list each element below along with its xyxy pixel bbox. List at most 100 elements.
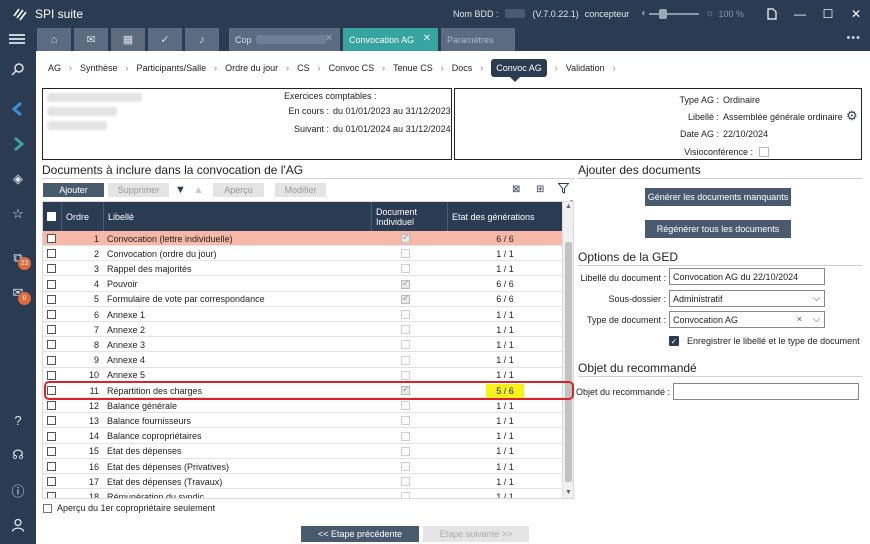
user-icon[interactable] xyxy=(8,515,28,535)
breadcrumb-item[interactable]: Convoc AG xyxy=(491,59,547,82)
help-icon[interactable]: ? xyxy=(14,412,22,428)
type-doc-select[interactable]: Convocation AG × ⌵ xyxy=(669,311,825,328)
row-checkbox[interactable] xyxy=(47,492,56,498)
breadcrumb-item[interactable]: CS xyxy=(297,63,310,73)
minimize-button[interactable]: — xyxy=(794,6,806,21)
delete-button[interactable]: Supprimer xyxy=(108,183,169,197)
row-checkbox[interactable] xyxy=(47,462,56,471)
close-tab-icon[interactable]: ✕ xyxy=(324,33,333,44)
preview-button[interactable]: Aperçu xyxy=(213,183,264,197)
col-etat-generations[interactable]: Etat des générations xyxy=(447,202,563,231)
row-checkbox[interactable] xyxy=(47,431,56,441)
row-checkbox[interactable] xyxy=(47,234,56,243)
excel-export-icon[interactable]: ⊠ xyxy=(512,184,521,195)
info-icon[interactable]: ⓘ xyxy=(11,483,25,499)
gear-icon[interactable]: ⚙ xyxy=(846,108,858,123)
arrow-right-icon[interactable] xyxy=(8,134,28,154)
tasks-icon[interactable]: ⧉ xyxy=(13,250,23,265)
sous-dossier-select[interactable]: Administratif ⌵ xyxy=(669,290,825,307)
breadcrumb-item[interactable]: AG xyxy=(48,63,62,73)
table-row[interactable]: 16 Etat des dépenses (Privatives) 1 / 1 xyxy=(43,459,563,474)
table-row[interactable]: 14 Balance copropriétaires 1 / 1 xyxy=(43,428,563,444)
col-document-individuel[interactable]: Document Individuel xyxy=(371,202,447,231)
breadcrumb-item[interactable]: Ordre du jour xyxy=(225,63,279,73)
add-column-icon[interactable]: ⊞ xyxy=(536,184,545,195)
move-up-icon[interactable]: ▲ xyxy=(193,184,204,196)
close-tab-icon[interactable]: ✕ xyxy=(422,33,431,44)
arrow-left-icon[interactable] xyxy=(8,99,28,119)
breadcrumb-item[interactable]: Synthèse xyxy=(80,63,118,73)
home-icon[interactable]: ⌂ xyxy=(37,28,71,51)
col-ordre[interactable]: Ordre xyxy=(61,202,103,231)
modify-button[interactable]: Modifier xyxy=(275,183,326,197)
menu-icon[interactable] xyxy=(9,32,25,46)
row-checkbox[interactable] xyxy=(47,294,56,304)
libelle-doc-input[interactable]: Convocation AG du 22/10/2024 xyxy=(669,268,825,285)
table-row[interactable]: 15 Etat des dépenses 1 / 1 xyxy=(43,443,563,459)
scroll-up-icon[interactable]: ▲ xyxy=(565,203,572,210)
table-row[interactable]: 3 Rappel des majorités 1 / 1 xyxy=(43,261,563,277)
save-libelle-checkbox[interactable]: ✓ xyxy=(669,336,679,346)
generate-missing-button[interactable]: Générer les documents manquants xyxy=(645,188,791,206)
table-row[interactable]: 13 Balance fournisseurs 1 / 1 xyxy=(43,413,563,429)
breadcrumb-item[interactable]: Validation xyxy=(565,63,605,73)
previous-step-button[interactable]: << Etape précédente xyxy=(301,526,419,542)
table-row[interactable]: 4 Pouvoir 6 / 6 xyxy=(43,276,563,292)
select-all-checkbox[interactable] xyxy=(47,212,56,221)
tab-parametres[interactable]: Paramètres xyxy=(441,28,515,51)
row-checkbox[interactable] xyxy=(47,279,56,289)
scroll-down-icon[interactable]: ▼ xyxy=(565,489,572,496)
clear-icon[interactable]: × xyxy=(796,314,802,324)
maximize-button[interactable]: ☐ xyxy=(822,6,834,21)
visio-checkbox[interactable] xyxy=(759,147,769,157)
table-row[interactable]: 2 Convocation (ordre du jour) 1 / 1 xyxy=(43,246,563,262)
row-checkbox[interactable] xyxy=(47,477,56,487)
table-row[interactable]: 17 Etat des dépenses (Travaux) 1 / 1 xyxy=(43,474,563,490)
table-scrollbar[interactable]: ▲ ▼ xyxy=(562,202,573,498)
row-checkbox[interactable] xyxy=(47,264,56,274)
star-icon[interactable]: ☆ xyxy=(12,206,24,221)
col-libelle[interactable]: Libellé xyxy=(103,202,371,231)
diamond-icon[interactable]: ◈ xyxy=(13,171,23,186)
breadcrumb-item[interactable]: Convoc CS xyxy=(328,63,375,73)
calendar-icon[interactable]: ▦ xyxy=(111,28,145,51)
row-checkbox[interactable] xyxy=(47,249,56,259)
row-checkbox[interactable] xyxy=(47,340,56,350)
breadcrumb-item[interactable]: Docs xyxy=(451,63,473,73)
row-checkbox[interactable] xyxy=(47,401,56,411)
regenerate-all-button[interactable]: Régénérer tous les documents xyxy=(645,220,791,238)
table-row[interactable]: 5 Formulaire de vote par correspondance 6 … xyxy=(43,291,563,307)
table-row[interactable]: 9 Annexe 4 1 / 1 xyxy=(43,352,563,368)
objet-input[interactable] xyxy=(673,383,859,400)
breadcrumb-item[interactable]: Participants/Salle xyxy=(136,63,207,73)
row-checkbox[interactable] xyxy=(47,416,56,426)
row-checkbox[interactable] xyxy=(47,446,56,456)
table-row[interactable]: 18 Rémunération du syndic 1 / 1 xyxy=(43,489,563,498)
close-window-button[interactable]: ✕ xyxy=(850,6,862,21)
mail-sidebar-icon[interactable]: ✉ xyxy=(12,285,24,300)
row-checkbox[interactable] xyxy=(47,386,56,395)
table-row[interactable]: 8 Annexe 3 1 / 1 xyxy=(43,337,563,353)
contrast-icon[interactable]: ◐ xyxy=(641,8,648,19)
next-step-button[interactable]: Etape suivante >> xyxy=(423,526,529,542)
move-down-icon[interactable]: ▼ xyxy=(175,184,186,196)
tab-cop[interactable]: Cop ✕ xyxy=(229,28,340,51)
table-row[interactable]: 11 Répartition des charges 5 / 6 xyxy=(43,383,563,398)
table-row[interactable]: 7 Annexe 2 1 / 1 xyxy=(43,322,563,338)
check-icon[interactable]: ✓ xyxy=(148,28,182,51)
document-icon[interactable] xyxy=(758,0,786,27)
table-row[interactable]: 6 Annexe 1 1 / 1 xyxy=(43,307,563,322)
headset-icon[interactable]: ☊ xyxy=(12,447,24,462)
apercu-checkbox[interactable] xyxy=(43,504,52,513)
search-icon[interactable] xyxy=(8,59,28,79)
row-checkbox[interactable] xyxy=(47,355,56,365)
table-row[interactable]: 12 Balance générale 1 / 1 xyxy=(43,398,563,414)
table-row[interactable]: 1 Convocation (lettre individuelle) 6 / 6 xyxy=(43,231,563,246)
scroll-thumb[interactable] xyxy=(565,242,572,482)
row-checkbox[interactable] xyxy=(47,325,56,335)
tab-convocation-ag[interactable]: Convocation AG ✕ xyxy=(343,28,438,51)
row-checkbox[interactable] xyxy=(47,310,56,319)
more-icon[interactable]: ••• xyxy=(846,32,861,44)
mail-icon[interactable]: ✉ xyxy=(74,28,108,51)
breadcrumb-item[interactable]: Tenue CS xyxy=(393,63,433,73)
